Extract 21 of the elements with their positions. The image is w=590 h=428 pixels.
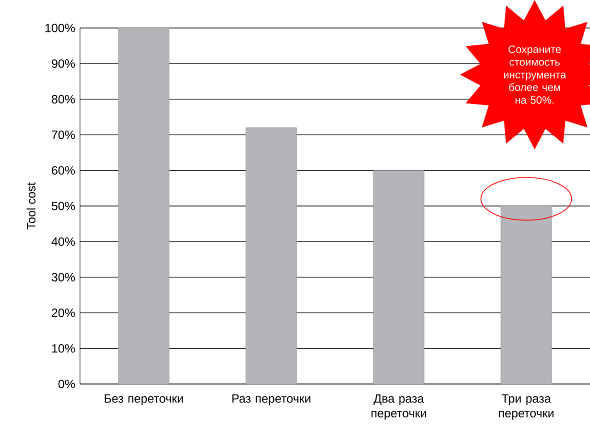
annotation: Сохраните стоимость инструмента более чем на 50%. [504, 46, 566, 104]
x-tick-label: Без переточки [104, 394, 183, 406]
y-tick-label: 60% [52, 166, 75, 175]
y-tick-label: 0% [58, 380, 75, 388]
y-tick-label: 80% [52, 94, 75, 104]
y-tick-label: 20% [52, 308, 75, 318]
y-tick-label: 40% [52, 237, 75, 246]
y-axis-title: Tool cost [26, 182, 36, 230]
x-tick-label: Раз переточки [232, 394, 310, 406]
x-tick-label: Два раза переточки [372, 394, 426, 420]
y-tick-label: 70% [52, 130, 75, 140]
y-tick-label: 10% [52, 344, 75, 353]
y-tick-label: 50% [52, 202, 75, 210]
bar [500, 206, 552, 384]
y-tick-label: 100% [46, 24, 75, 32]
bar [373, 170, 424, 384]
bar [246, 127, 297, 384]
bar [118, 28, 170, 384]
y-tick-label: 30% [52, 272, 75, 282]
x-tick-label: Три раза переточки [499, 394, 554, 420]
y-tick-label: 90% [52, 59, 75, 68]
